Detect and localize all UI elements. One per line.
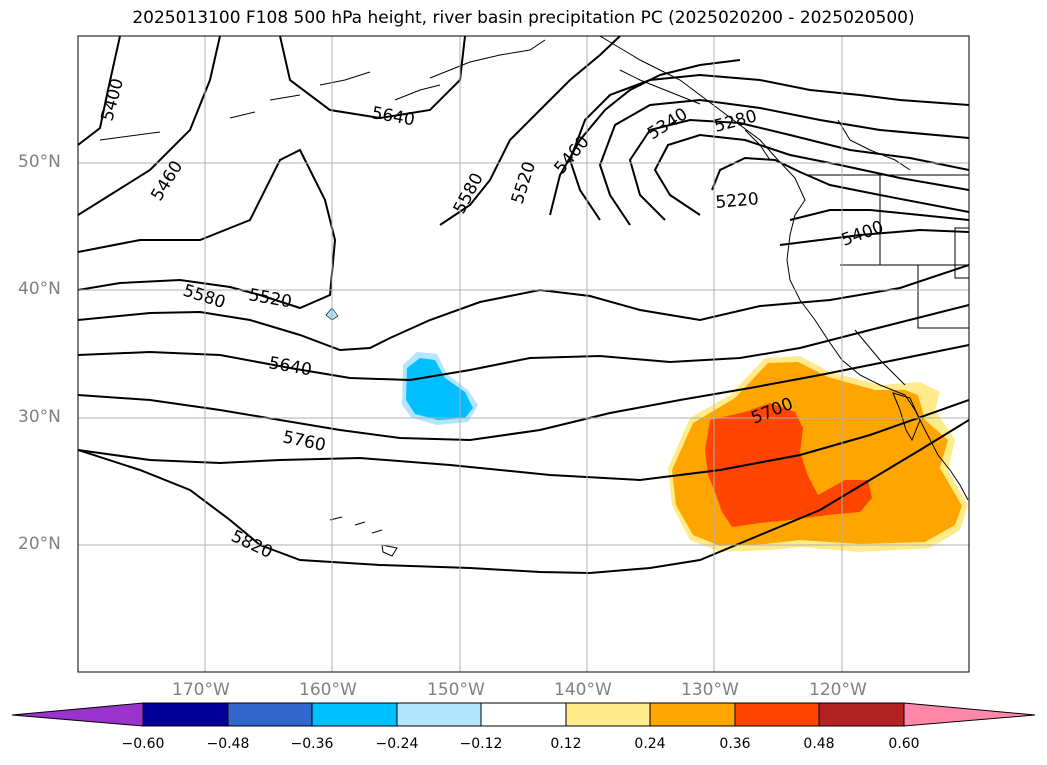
height-contours	[78, 36, 969, 575]
colorbar-segment	[818, 702, 905, 727]
contour-label: 5220	[715, 189, 760, 213]
lon-label-140w: 140°W	[554, 680, 612, 700]
colorbar-extend-high	[903, 702, 1036, 727]
precip-positive-red	[705, 403, 872, 527]
colorbar-extend-low	[11, 702, 144, 727]
colorbar-segment	[227, 702, 313, 727]
lat-label-50n: 50°N	[18, 152, 61, 172]
colorbar-tick: 0.12	[550, 736, 582, 752]
lon-label-120w: 120°W	[809, 680, 867, 700]
colorbar-tick: 0.60	[888, 736, 920, 752]
colorbar-segment	[396, 702, 482, 727]
colorbar-tick: 0.36	[719, 736, 751, 752]
lat-label-40n: 40°N	[18, 279, 61, 299]
colorbar	[11, 702, 1036, 727]
lon-label-160w: 160°W	[299, 680, 357, 700]
colorbar-tick: −0.48	[206, 736, 250, 752]
lon-label-150w: 150°W	[427, 680, 485, 700]
lat-label-20n: 20°N	[18, 534, 61, 554]
gridlines	[78, 36, 969, 672]
colorbar-tick: −0.12	[459, 736, 503, 752]
colorbar-segment	[734, 702, 820, 727]
colorbar-tick: −0.36	[290, 736, 334, 752]
colorbar-tick: −0.60	[121, 736, 165, 752]
map-frame	[77, 35, 970, 673]
colorbar-tick: 0.24	[634, 736, 666, 752]
colorbar-segment	[311, 702, 398, 727]
colorbar-tick: −0.24	[375, 736, 419, 752]
colorbar-segment	[142, 702, 229, 727]
colorbar-segment	[480, 702, 567, 727]
precip-negative-blue	[406, 358, 473, 420]
precip-shading	[325, 307, 968, 552]
colorbar-segment	[649, 702, 736, 727]
lon-label-170w: 170°W	[172, 680, 230, 700]
map-title: 2025013100 F108 500 hPa height, river ba…	[132, 8, 915, 28]
colorbar-segment	[565, 702, 651, 727]
lat-label-30n: 30°N	[18, 407, 61, 427]
lon-label-130w: 130°W	[681, 680, 739, 700]
colorbar-tick: 0.48	[803, 736, 835, 752]
